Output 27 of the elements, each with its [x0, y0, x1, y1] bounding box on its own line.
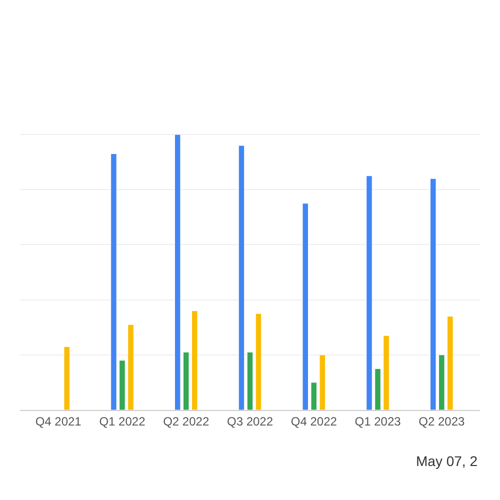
bar [374, 368, 381, 410]
bar [430, 178, 436, 410]
bar [438, 354, 445, 410]
bar [246, 352, 254, 410]
bar [238, 145, 245, 410]
bar [366, 176, 372, 410]
bar [383, 335, 390, 410]
bar [255, 313, 262, 410]
bar [182, 352, 190, 410]
bar [302, 203, 308, 410]
bar [174, 134, 181, 410]
x-tick-label: Q2 2022 [163, 414, 210, 428]
bar [310, 382, 318, 410]
bar [110, 154, 117, 410]
bar [119, 360, 126, 410]
bar [192, 310, 198, 410]
x-tick-label: Q3 2022 [226, 414, 274, 428]
text: May 07, 2 [416, 453, 478, 469]
x-tick-label: Q4 2022 [290, 414, 338, 428]
bar [447, 316, 454, 410]
bar [64, 346, 70, 410]
x-tick-label: Q1 2022 [99, 414, 146, 428]
x-tick-label: Q2 2023 [418, 414, 466, 428]
x-tick-label: Q1 2023 [354, 414, 402, 428]
bar [128, 324, 134, 410]
bar [319, 354, 326, 410]
x-tick-label: Q4 2021 [35, 414, 82, 428]
